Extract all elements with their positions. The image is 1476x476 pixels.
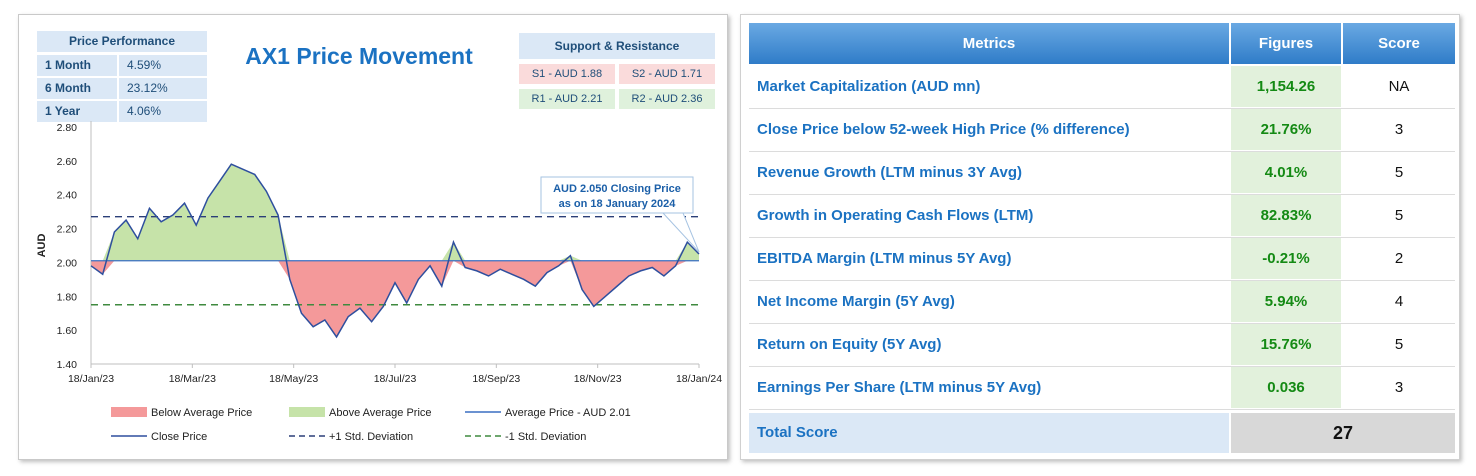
metrics-column-header: Metrics xyxy=(749,23,1229,64)
metric-figure: 1,154.26 xyxy=(1231,66,1341,107)
metric-score: 2 xyxy=(1394,250,1404,267)
row-divider xyxy=(749,280,1455,281)
metric-score: NA xyxy=(1388,78,1410,95)
metric-figure: 4.01% xyxy=(1231,152,1341,193)
support-resistance-header: Support & Resistance xyxy=(519,33,715,59)
metrics-panel: Metrics Figures Score Market Capitalizat… xyxy=(740,14,1460,460)
metric-figure: 0.036 xyxy=(1231,367,1341,408)
y-tick-label: 2.80 xyxy=(57,122,78,134)
metric-label: Growth in Operating Cash Flows (LTM) xyxy=(757,207,1034,224)
annotation-pointer xyxy=(661,212,700,253)
x-tick-label: 18/Nov/23 xyxy=(574,373,622,385)
metric-score: 5 xyxy=(1394,164,1404,181)
price-movement-panel: Price Performance 1 Month 4.59% 6 Month … xyxy=(18,14,728,460)
row-divider xyxy=(749,366,1455,367)
metric-figure: 82.83% xyxy=(1231,195,1341,236)
support-level-s2: S2 - AUD 1.71 xyxy=(619,64,715,84)
price-performance-row: 1 Year 4.06% xyxy=(37,101,207,122)
close-price-line xyxy=(90,163,700,339)
annotation-text-line2: as on 18 January 2024 xyxy=(559,198,677,210)
legend-label: +1 Std. Deviation xyxy=(329,431,413,443)
annotation-text-line1: AUD 2.050 Closing Price xyxy=(553,183,681,195)
legend-label: -1 Std. Deviation xyxy=(505,431,586,443)
y-tick-label: 1.80 xyxy=(57,291,78,303)
y-tick-label: 1.40 xyxy=(57,359,78,371)
metric-score: 5 xyxy=(1394,207,1404,224)
x-tick-label: 18/May/23 xyxy=(269,373,318,385)
period-value: 23.12% xyxy=(119,78,207,99)
legend-swatch-below xyxy=(111,407,147,417)
metric-label: Return on Equity (5Y Avg) xyxy=(757,336,942,353)
metric-label: Market Capitalization (AUD mn) xyxy=(757,78,981,95)
price-performance-row: 1 Month 4.59% xyxy=(37,55,207,76)
y-tick-label: 2.40 xyxy=(57,190,78,202)
y-axis-title: AUD xyxy=(36,234,48,258)
below-average-area xyxy=(91,260,699,337)
resistance-level-r1: R1 - AUD 2.21 xyxy=(519,89,615,109)
period-value: 4.59% xyxy=(119,55,207,76)
x-tick-label: 18/Mar/23 xyxy=(169,373,216,385)
support-level-s1: S1 - AUD 1.88 xyxy=(519,64,615,84)
row-divider xyxy=(749,409,1455,410)
metric-score: 4 xyxy=(1394,293,1404,310)
x-tick-label: 18/Jul/23 xyxy=(374,373,417,385)
metric-figure: -0.21% xyxy=(1231,238,1341,279)
legend-label: Below Average Price xyxy=(151,407,252,419)
metric-score: 5 xyxy=(1394,336,1404,353)
row-divider xyxy=(749,237,1455,238)
metric-score: 3 xyxy=(1394,121,1404,138)
row-divider xyxy=(749,108,1455,109)
y-tick-label: 2.20 xyxy=(57,224,78,236)
y-tick-label: 2.00 xyxy=(57,257,78,269)
row-divider xyxy=(749,323,1455,324)
period-label: 1 Year xyxy=(37,101,117,122)
chart-title: AX1 Price Movement xyxy=(245,43,473,69)
price-performance-row: 6 Month 23.12% xyxy=(37,78,207,99)
period-label: 6 Month xyxy=(37,78,117,99)
metric-label: Net Income Margin (5Y Avg) xyxy=(757,293,955,310)
x-tick-label: 18/Sep/23 xyxy=(472,373,520,385)
price-performance-header: Price Performance xyxy=(37,31,207,52)
x-tick-label: 18/Jan/23 xyxy=(68,373,114,385)
row-divider xyxy=(749,194,1455,195)
above-average-area xyxy=(91,164,699,261)
resistance-level-r2: R2 - AUD 2.36 xyxy=(619,89,715,109)
total-score-label: Total Score xyxy=(749,413,1229,453)
y-tick-label: 1.60 xyxy=(57,325,78,337)
period-label: 1 Month xyxy=(37,55,117,76)
legend-label: Close Price xyxy=(151,431,207,443)
annotation-box xyxy=(540,176,694,214)
metric-label: Earnings Per Share (LTM minus 5Y Avg) xyxy=(757,379,1042,396)
x-tick-label: 18/Jan/24 xyxy=(676,373,722,385)
row-divider xyxy=(749,151,1455,152)
period-value: 4.06% xyxy=(119,101,207,122)
price-chart: 1.40 1.60 1.80 2.00 2.20 2.40 2.60 2.80 AUD 18/Ja… xyxy=(36,121,722,443)
metric-score: 3 xyxy=(1394,379,1404,396)
y-tick-label: 2.60 xyxy=(57,156,78,168)
figures-column-header: Figures xyxy=(1231,23,1341,64)
metric-figure: 5.94% xyxy=(1231,281,1341,322)
total-score-value: 27 xyxy=(1231,413,1455,453)
metric-label: Close Price below 52-week High Price (% … xyxy=(757,121,1130,138)
legend-label: Above Average Price xyxy=(329,407,432,419)
score-column-header: Score xyxy=(1343,23,1455,64)
metric-label: Revenue Growth (LTM minus 3Y Avg) xyxy=(757,164,1023,181)
metric-label: EBITDA Margin (LTM minus 5Y Avg) xyxy=(757,250,1012,267)
legend-label: Average Price - AUD 2.01 xyxy=(505,407,631,419)
legend-swatch-above xyxy=(289,407,325,417)
metric-figure: 15.76% xyxy=(1231,324,1341,365)
metric-figure: 21.76% xyxy=(1231,109,1341,150)
